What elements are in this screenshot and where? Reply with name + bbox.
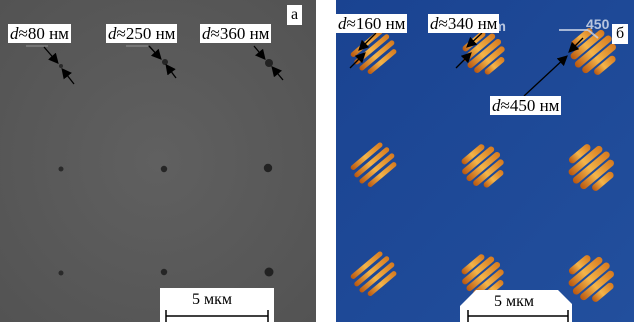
arrow-pair xyxy=(43,46,75,85)
sem-dot xyxy=(160,165,168,173)
afm-image xyxy=(336,0,634,322)
faint-image-text: 450 xyxy=(586,16,610,32)
scale-bar-label: 5 мкм xyxy=(494,293,535,310)
sem-dot xyxy=(264,267,274,277)
panel-a-sem-image: d≈80 нм d≈250 нм d≈360 нм а 5 мкм xyxy=(0,0,316,322)
arrow-pair xyxy=(148,45,177,79)
sem-image xyxy=(0,0,316,322)
panel-b-afm-image: nm 450 d≈160 нм d≈340 нм d≈450 нм б 5 мк… xyxy=(336,0,634,322)
scale-bar-label: 5 мкм xyxy=(192,291,233,308)
sem-dot xyxy=(265,59,273,67)
sem-dot xyxy=(58,270,64,276)
diameter-label: d≈340 нм xyxy=(428,14,500,33)
diameter-label: d≈250 нм xyxy=(106,24,178,43)
diameter-label: d≈360 нм xyxy=(200,24,272,43)
sem-dot xyxy=(58,166,64,172)
arrow-pair xyxy=(523,37,584,97)
sem-dot xyxy=(263,163,273,173)
sem-dot xyxy=(59,64,63,68)
arrow-pair xyxy=(455,32,483,69)
sem-dot xyxy=(160,268,168,276)
diameter-label: d≈80 нм xyxy=(8,24,71,43)
panel-letter: б xyxy=(612,24,629,44)
arrow-pair xyxy=(253,45,284,81)
diameter-label: d≈450 нм xyxy=(490,96,562,115)
diameter-label: d≈160 нм xyxy=(336,14,408,33)
panel-letter: а xyxy=(287,5,303,25)
arrow-pair xyxy=(349,32,377,69)
sem-dot xyxy=(162,59,168,65)
